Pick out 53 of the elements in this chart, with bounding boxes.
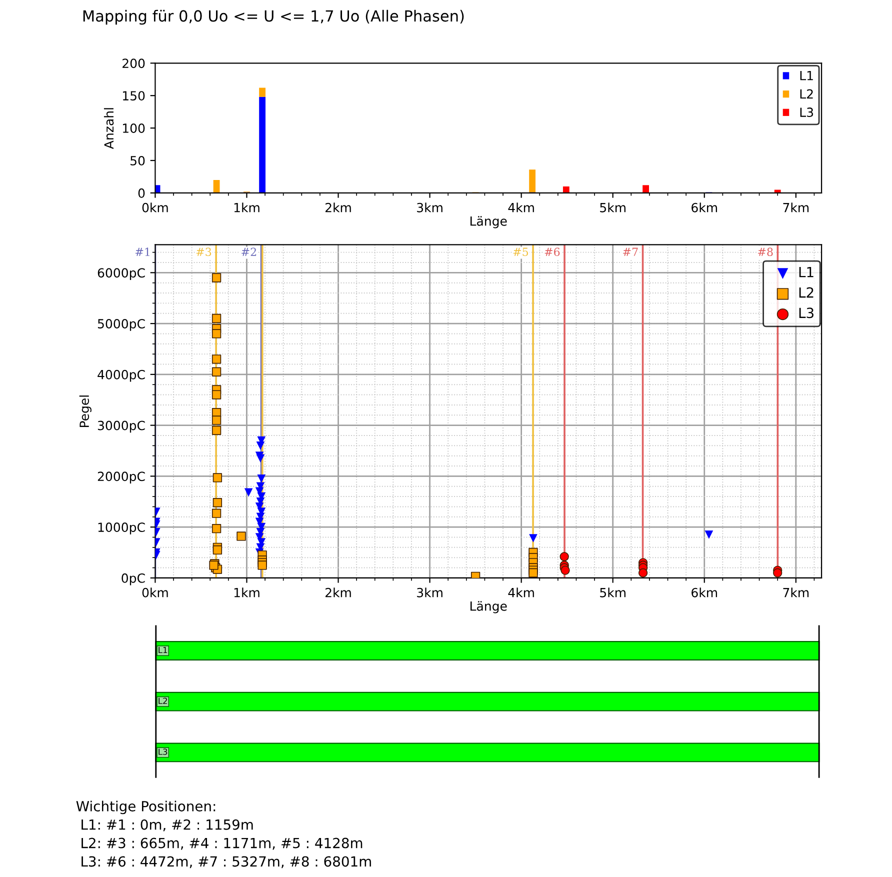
y-tick-label: 0 bbox=[138, 188, 145, 198]
y-tick-label: 0pC bbox=[122, 573, 145, 586]
y-tick-label: 2000pC bbox=[98, 472, 145, 484]
x-tick-label: 2km bbox=[325, 202, 351, 212]
x-tick-label: 2km bbox=[325, 588, 351, 598]
annotation: #6 bbox=[544, 248, 560, 256]
x-tick-label: 6km bbox=[692, 202, 717, 212]
x-axis-title: Länge bbox=[470, 216, 507, 228]
category-label: L1 bbox=[158, 646, 168, 654]
chart-title: Mapping für 0,0 Uo <= U <= 1,7 Uo (Alle Phasen) bbox=[83, 10, 464, 25]
annotation: #5 bbox=[513, 248, 528, 256]
y-tick-label: 4000pC bbox=[98, 370, 145, 382]
x-tick-label: 6km bbox=[692, 588, 717, 598]
x-tick-label: 0km bbox=[142, 588, 168, 598]
x-tick-label: 3km bbox=[417, 202, 442, 212]
annotation: #7 bbox=[623, 248, 638, 256]
y-tick-label: 100 bbox=[123, 124, 145, 133]
x-axis-title: Länge bbox=[470, 601, 507, 614]
x-tick-label: 4km bbox=[508, 202, 534, 212]
text: L2: #3 : 665m, #4 : 1171m, #5 : 4128m bbox=[82, 838, 362, 850]
y-tick-label: 200 bbox=[122, 58, 145, 68]
legend-label: L1 bbox=[800, 71, 813, 80]
x-tick-label: 0km bbox=[142, 202, 168, 212]
y-axis-title: Anzahl bbox=[104, 108, 114, 149]
x-tick-label: 3km bbox=[417, 588, 442, 598]
x-tick-label: 7km bbox=[783, 202, 809, 212]
y-tick-label: 50 bbox=[130, 156, 145, 166]
y-axis-title: Pegel bbox=[79, 396, 92, 428]
y-tick-label: 6000pC bbox=[98, 268, 145, 280]
legend-label: L2 bbox=[799, 287, 814, 298]
category-label: L2 bbox=[158, 698, 167, 704]
legend-label: L3 bbox=[800, 108, 814, 118]
annotation: #3 bbox=[196, 248, 212, 256]
y-tick-label: 150 bbox=[123, 91, 145, 101]
x-tick-label: 4km bbox=[508, 588, 534, 598]
x-tick-label: 5km bbox=[600, 588, 626, 598]
x-tick-label: 5km bbox=[600, 202, 626, 212]
legend-label: L1 bbox=[799, 267, 814, 278]
legend-label: L3 bbox=[799, 308, 814, 318]
legend-label: L2 bbox=[800, 89, 813, 98]
y-tick-label: 5000pC bbox=[98, 319, 145, 331]
x-tick-label: 1km bbox=[234, 202, 260, 212]
text: Wichtige Positionen: bbox=[76, 800, 216, 814]
text: L3: #6 : 4472m, #7 : 5327m, #8 : 6801m bbox=[82, 856, 371, 868]
y-tick-label: 1000pC bbox=[98, 522, 145, 534]
annotation: #2 bbox=[242, 248, 256, 256]
annotation: #1 bbox=[136, 248, 150, 256]
x-tick-label: 7km bbox=[783, 588, 809, 598]
text: L1: #1 : 0m, #2 : 1159m bbox=[82, 819, 253, 832]
y-tick-label: 3000pC bbox=[98, 420, 145, 433]
annotation: #8 bbox=[758, 248, 773, 256]
x-tick-label: 1km bbox=[234, 588, 260, 598]
category-label: L3 bbox=[158, 748, 168, 755]
